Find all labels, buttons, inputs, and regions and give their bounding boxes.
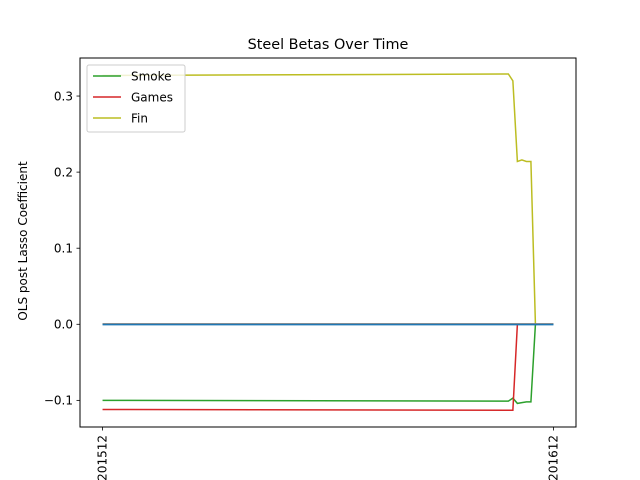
legend-box (86, 64, 186, 133)
series-layer (102, 73, 554, 412)
series-line-smoke (102, 323, 554, 405)
y-tick-label: 0.0 (54, 318, 73, 332)
y-tick-label: 0.3 (54, 89, 73, 103)
series-line-games (102, 323, 554, 412)
legend: Smoke Games Fin (86, 64, 186, 133)
x-axis: 201512 201612 (96, 427, 560, 480)
legend-label-games: Games (131, 90, 173, 104)
y-tick-label: 0.1 (54, 242, 73, 256)
plot-frame (79, 57, 577, 428)
legend-label-fin: Fin (131, 111, 148, 125)
y-tick-label: 0.2 (54, 165, 73, 179)
y-axis-label: OLS post Lasso Coefficient (16, 161, 30, 321)
y-tick-label: −0.1 (44, 394, 73, 408)
x-tick-label: 201512 (96, 435, 110, 480)
chart-title: Steel Betas Over Time (248, 37, 409, 53)
legend-label-smoke: Smoke (131, 69, 172, 83)
x-tick-label: 201612 (546, 435, 560, 480)
y-axis: −0.1 0.0 0.1 0.2 0.3 (44, 89, 80, 408)
